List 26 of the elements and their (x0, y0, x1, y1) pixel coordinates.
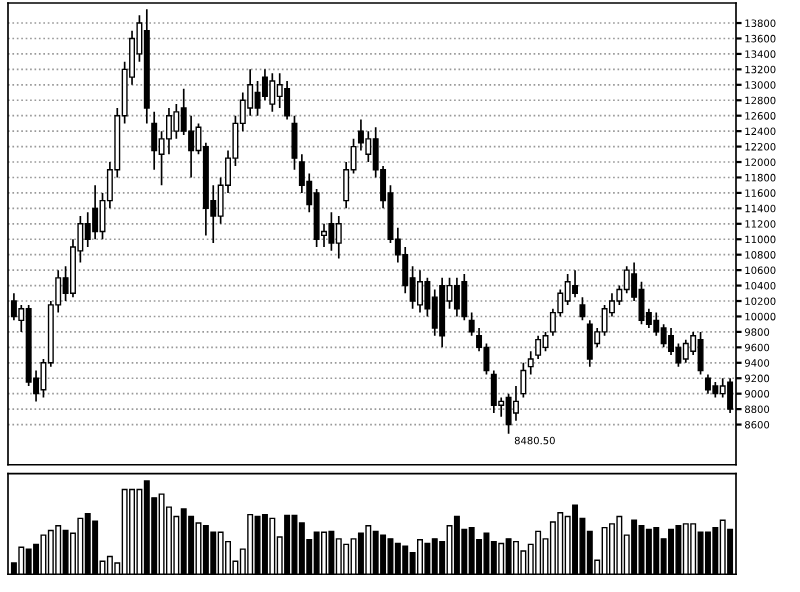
candlestick (313, 188, 320, 248)
candlestick (564, 273, 571, 306)
candlestick (660, 323, 667, 349)
candlestick (92, 184, 99, 241)
candlestick (704, 373, 711, 395)
candlestick (328, 211, 335, 252)
candlestick (668, 327, 675, 356)
candlestick (291, 114, 298, 171)
candlestick (151, 111, 158, 171)
candlestick (623, 265, 630, 295)
candlestick (335, 215, 342, 260)
candlestick (417, 269, 423, 314)
candlestick (284, 80, 291, 121)
candlestick (653, 311, 660, 337)
candlestick (682, 338, 689, 364)
candlestick (431, 288, 438, 337)
candlestick (453, 277, 460, 318)
candlestick (490, 369, 497, 414)
candlestick (461, 273, 468, 322)
candlestick (572, 269, 579, 298)
candlestick (269, 72, 276, 113)
candlestick (165, 107, 172, 156)
candlestick (505, 392, 512, 435)
candlestick (586, 319, 593, 368)
candlestick (697, 331, 704, 376)
candlestick (579, 296, 586, 322)
